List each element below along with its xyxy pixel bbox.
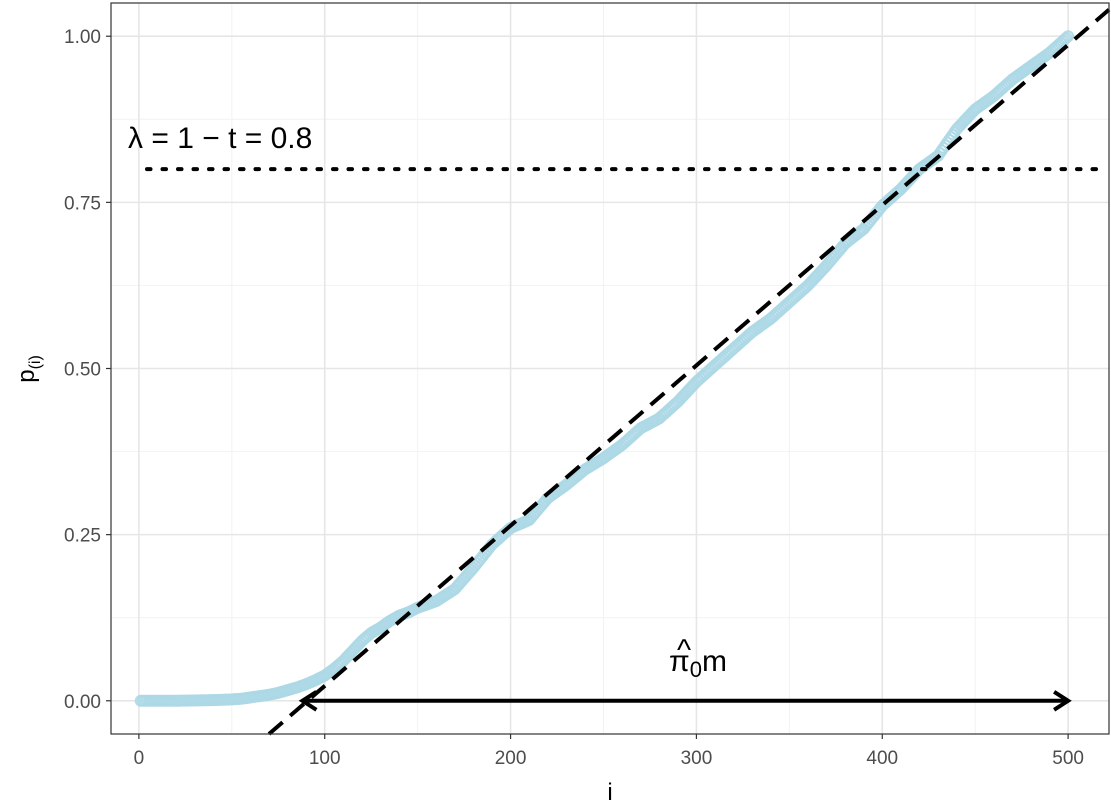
pi0m-arrow xyxy=(298,690,1072,712)
pi0m-m: m xyxy=(702,645,727,678)
pi0m-annotation: ^ π0m xyxy=(669,634,727,682)
arrow-head-left xyxy=(298,690,318,712)
fit-dashed-line xyxy=(267,8,1111,736)
x-tick-label: 500 xyxy=(1052,748,1084,769)
major-gridlines xyxy=(111,3,1109,734)
x-tick-label: 0 xyxy=(134,748,145,769)
y-tick-label: 0.50 xyxy=(64,360,101,381)
y-axis-title-subscript: (i) xyxy=(27,355,44,369)
x-tick-label: 400 xyxy=(866,748,898,769)
y-axis-title: p(i) xyxy=(13,355,44,383)
x-axis-ticks: 0 100 200 300 400 500 xyxy=(134,734,1084,769)
data-point xyxy=(1058,33,1071,46)
lambda-annotation: λ = 1 − t = 0.8 xyxy=(128,122,312,155)
svg-text:π0m: π0m xyxy=(669,645,727,682)
pi0m-subscript: 0 xyxy=(690,657,702,682)
x-tick-label: 200 xyxy=(495,748,527,769)
y-axis-ticks: 0.00 0.25 0.50 0.75 1.00 xyxy=(64,27,111,713)
data-point xyxy=(1060,31,1073,44)
svg-text:p(i): p(i) xyxy=(13,355,44,383)
x-tick-label: 300 xyxy=(681,748,713,769)
y-tick-label: 1.00 xyxy=(64,27,101,48)
y-tick-label: 0.00 xyxy=(64,692,101,713)
y-tick-label: 0.25 xyxy=(64,526,101,547)
y-axis-title-main: p xyxy=(13,369,40,382)
data-point xyxy=(1062,30,1075,43)
x-tick-label: 100 xyxy=(309,748,341,769)
x-axis-title: i xyxy=(607,779,612,805)
data-points xyxy=(134,30,1075,707)
y-tick-label: 0.75 xyxy=(64,193,101,214)
arrow-head-right xyxy=(1053,690,1072,712)
pi0m-hat: ^ xyxy=(677,634,691,667)
pi0m-pi: π xyxy=(669,645,690,678)
